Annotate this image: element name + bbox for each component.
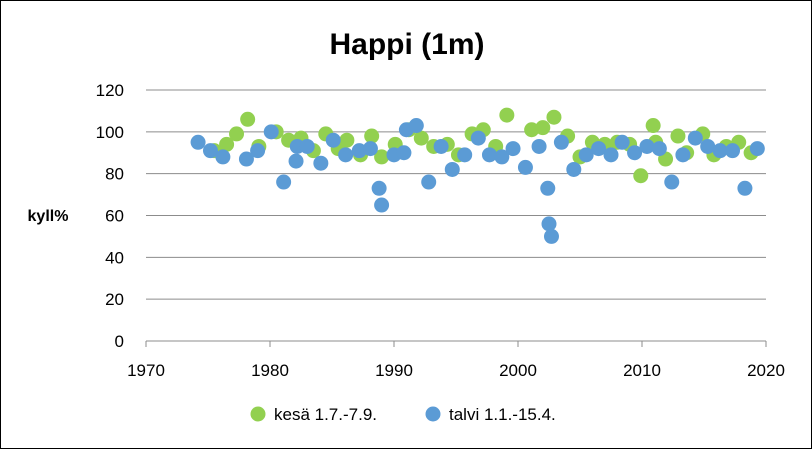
- series-winter-point: [325, 132, 341, 148]
- series-winter-point: [566, 161, 582, 177]
- series-summer-point: [240, 111, 256, 127]
- x-tick-label: 2000: [499, 361, 537, 380]
- legend-summer-label: kesä 1.7.-7.9.: [274, 405, 377, 424]
- series-winter-point: [578, 147, 594, 163]
- y-tick-label: 80: [105, 165, 124, 184]
- x-tick-label: 2020: [747, 361, 785, 380]
- series-winter-point: [737, 180, 753, 196]
- series-winter-point: [299, 138, 315, 154]
- y-axis-label: kyll%: [28, 208, 69, 225]
- series-summer-point: [670, 128, 686, 144]
- series-winter-point: [505, 141, 521, 157]
- series-winter-point: [481, 147, 497, 163]
- series-winter-point: [614, 134, 630, 150]
- series-winter-point: [664, 174, 680, 190]
- series-winter-point: [553, 134, 569, 150]
- series-winter-point: [725, 143, 741, 159]
- x-tick-label: 1990: [375, 361, 413, 380]
- series-winter-point: [433, 138, 449, 154]
- series-winter-point: [517, 159, 533, 175]
- series-winter-point: [639, 138, 655, 154]
- y-tick-label: 120: [96, 81, 124, 100]
- series-winter-point: [712, 143, 728, 159]
- series-winter-point: [687, 130, 703, 146]
- series-summer-point: [645, 118, 661, 134]
- series-winter-point: [541, 216, 557, 232]
- x-tick-label: 1970: [127, 361, 165, 380]
- series-summer-point: [546, 109, 562, 125]
- series-summer-point: [364, 128, 380, 144]
- series-winter-point: [250, 143, 266, 159]
- series-winter-point: [288, 153, 304, 169]
- y-tick-label: 100: [96, 123, 124, 142]
- series-winter-point: [675, 147, 691, 163]
- series-winter-point: [396, 145, 412, 161]
- series-summer-point: [413, 130, 429, 146]
- series-winter-point: [591, 141, 607, 157]
- series-winter-point: [313, 155, 329, 171]
- series-winter-point: [238, 151, 254, 167]
- series-summer-point: [219, 136, 235, 152]
- legend-winter-marker: [425, 406, 441, 422]
- series-summer-point: [535, 120, 551, 136]
- series-winter-point: [408, 118, 424, 134]
- legend-summer-marker: [250, 406, 266, 422]
- y-tick-label: 60: [105, 207, 124, 226]
- series-winter-point: [627, 145, 643, 161]
- series-winter-point: [494, 149, 510, 165]
- series-winter-point: [338, 147, 354, 163]
- series-winter-point: [351, 143, 367, 159]
- series-winter-point: [190, 134, 206, 150]
- series-winter-point: [215, 149, 231, 165]
- series-winter-point: [540, 180, 556, 196]
- y-tick-label: 0: [115, 332, 124, 351]
- series-winter-point: [371, 180, 387, 196]
- series-winter-point: [603, 147, 619, 163]
- series-winter-point: [749, 141, 765, 157]
- series-winter-point: [202, 143, 218, 159]
- legend-winter-label: talvi 1.1.-15.4.: [449, 405, 556, 424]
- series-winter-point: [651, 141, 667, 157]
- series-winter-point: [421, 174, 437, 190]
- series-winter-point: [543, 228, 559, 244]
- series-winter-point: [700, 138, 716, 154]
- series-winter-point: [531, 138, 547, 154]
- series-winter-point: [457, 147, 473, 163]
- series-winter-point: [263, 124, 279, 140]
- series-winter-point: [276, 174, 292, 190]
- series-winter-point: [374, 197, 390, 213]
- series-summer-point: [499, 107, 515, 123]
- y-tick-label: 40: [105, 248, 124, 267]
- series-summer-point: [339, 132, 355, 148]
- chart-title: Happi (1m): [329, 28, 484, 61]
- series-winter-point: [470, 130, 486, 146]
- x-tick-label: 2010: [623, 361, 661, 380]
- series-winter-point: [362, 141, 378, 157]
- series-summer-point: [524, 122, 540, 138]
- series-winter-point: [444, 161, 460, 177]
- y-tick-label: 20: [105, 290, 124, 309]
- series-summer-point: [229, 126, 245, 142]
- series-summer-point: [633, 168, 649, 184]
- series-summer-point: [374, 149, 390, 165]
- x-tick-label: 1980: [251, 361, 289, 380]
